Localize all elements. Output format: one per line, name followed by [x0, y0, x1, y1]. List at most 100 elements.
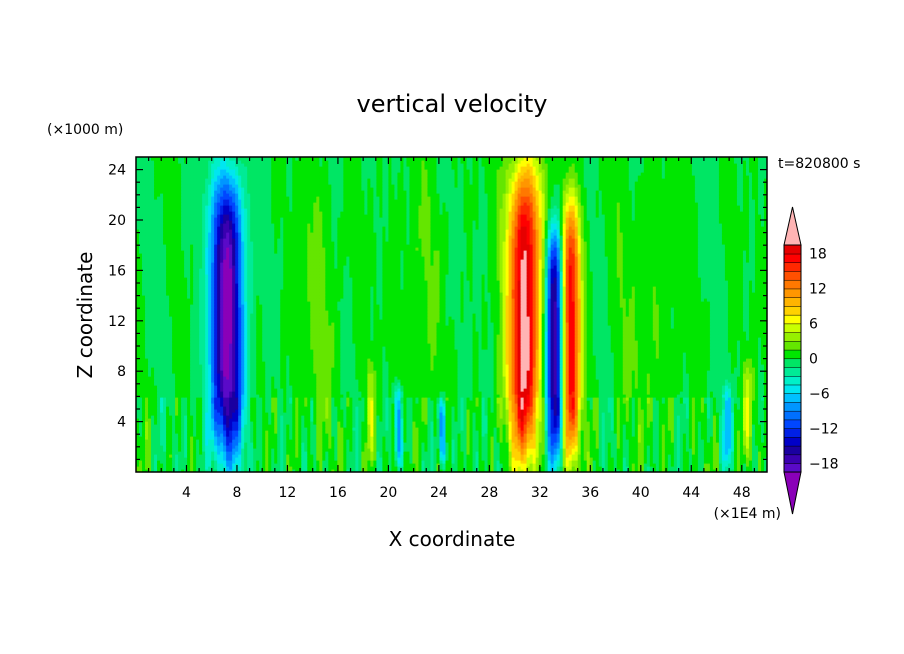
contour-cell [514, 424, 519, 428]
contour-cell [310, 430, 314, 434]
contour-cell [568, 418, 573, 422]
contour-cell [376, 436, 380, 440]
contour-cell [514, 469, 519, 472]
contour-cell [544, 460, 549, 464]
contour-cell [547, 430, 552, 434]
contour-cell [313, 457, 317, 461]
contour-cell [514, 442, 519, 446]
contour-cell [538, 424, 543, 428]
contour-cell [388, 421, 392, 425]
contour-cell [367, 451, 371, 455]
contour-cell [700, 427, 705, 431]
contour-cell [454, 436, 459, 440]
contour-cell [148, 418, 152, 422]
contour-cell [733, 409, 738, 413]
contour-cell [592, 409, 597, 413]
contour-cell [403, 430, 408, 434]
contour-cell [265, 424, 269, 428]
contour-cell [487, 451, 492, 455]
contour-cell [649, 469, 654, 472]
contour-cell [454, 457, 459, 461]
contour-cell [658, 424, 663, 428]
contour-cell [586, 442, 591, 446]
contour-cell [481, 445, 486, 449]
contour-cell [274, 430, 278, 434]
contour-cell [262, 448, 266, 452]
contour-cell [538, 406, 543, 410]
contour-cell [580, 415, 585, 419]
contour-cell [571, 442, 576, 446]
contour-cell [469, 415, 474, 419]
contour-cell [391, 424, 395, 428]
contour-cell [589, 469, 594, 472]
contour-cell [355, 421, 359, 425]
contour-cell [658, 409, 663, 413]
contour-cell [142, 433, 146, 437]
contour-cell [169, 439, 173, 443]
contour-cell [334, 451, 338, 455]
contour-cell [748, 460, 753, 464]
contour-cell [514, 427, 519, 431]
contour-cell [328, 460, 332, 464]
contour-cell [739, 460, 744, 464]
contour-cell [697, 466, 702, 470]
contour-cell [193, 409, 197, 413]
contour-cell [706, 454, 711, 458]
contour-cell [310, 406, 314, 410]
contour-cell [409, 439, 414, 443]
contour-cell [739, 439, 744, 443]
contour-cell [364, 454, 368, 458]
contour-cell [250, 442, 254, 446]
contour-cell [217, 427, 221, 431]
contour-cell [472, 409, 477, 413]
contour-cell [262, 433, 266, 437]
contour-cell [655, 448, 660, 452]
contour-cell [565, 418, 570, 422]
contour-cell [595, 442, 600, 446]
contour-cell [250, 415, 254, 419]
contour-cell [679, 430, 684, 434]
contour-cell [469, 457, 474, 461]
contour-cell [508, 454, 513, 458]
contour-cell [286, 409, 290, 413]
contour-cell [610, 460, 615, 464]
contour-cell [145, 448, 149, 452]
contour-cell [505, 433, 510, 437]
contour-cell [316, 442, 320, 446]
contour-cell [205, 421, 209, 425]
contour-cell [289, 463, 293, 467]
contour-cell [142, 424, 146, 428]
contour-cell [424, 439, 429, 443]
contour-cell [427, 421, 432, 425]
contour-cell [145, 421, 149, 425]
contour-cell [181, 427, 185, 431]
contour-cell [457, 463, 462, 467]
contour-cell [409, 454, 414, 458]
contour-cell [172, 403, 176, 407]
contour-cell [757, 466, 762, 470]
contour-cell [163, 409, 167, 413]
contour-cell [631, 406, 636, 410]
contour-cell [253, 427, 257, 431]
contour-cell [712, 454, 717, 458]
contour-cell [208, 454, 212, 458]
contour-cell [328, 457, 332, 461]
contour-cell [745, 412, 750, 416]
contour-cell [367, 430, 371, 434]
contour-cell [448, 430, 453, 434]
contour-cell [565, 427, 570, 431]
contour-cell [760, 451, 765, 455]
contour-cell [202, 466, 206, 470]
contour-cell [253, 451, 257, 455]
contour-cell [151, 427, 155, 431]
contour-cell [319, 448, 323, 452]
contour-cell [592, 460, 597, 464]
contour-cell [427, 424, 432, 428]
contour-cell [655, 427, 660, 431]
contour-cell [700, 436, 705, 440]
contour-cell [418, 415, 423, 419]
contour-cell [148, 469, 152, 472]
contour-cell [298, 448, 302, 452]
contour-cell [421, 469, 426, 472]
contour-cell [397, 469, 402, 472]
